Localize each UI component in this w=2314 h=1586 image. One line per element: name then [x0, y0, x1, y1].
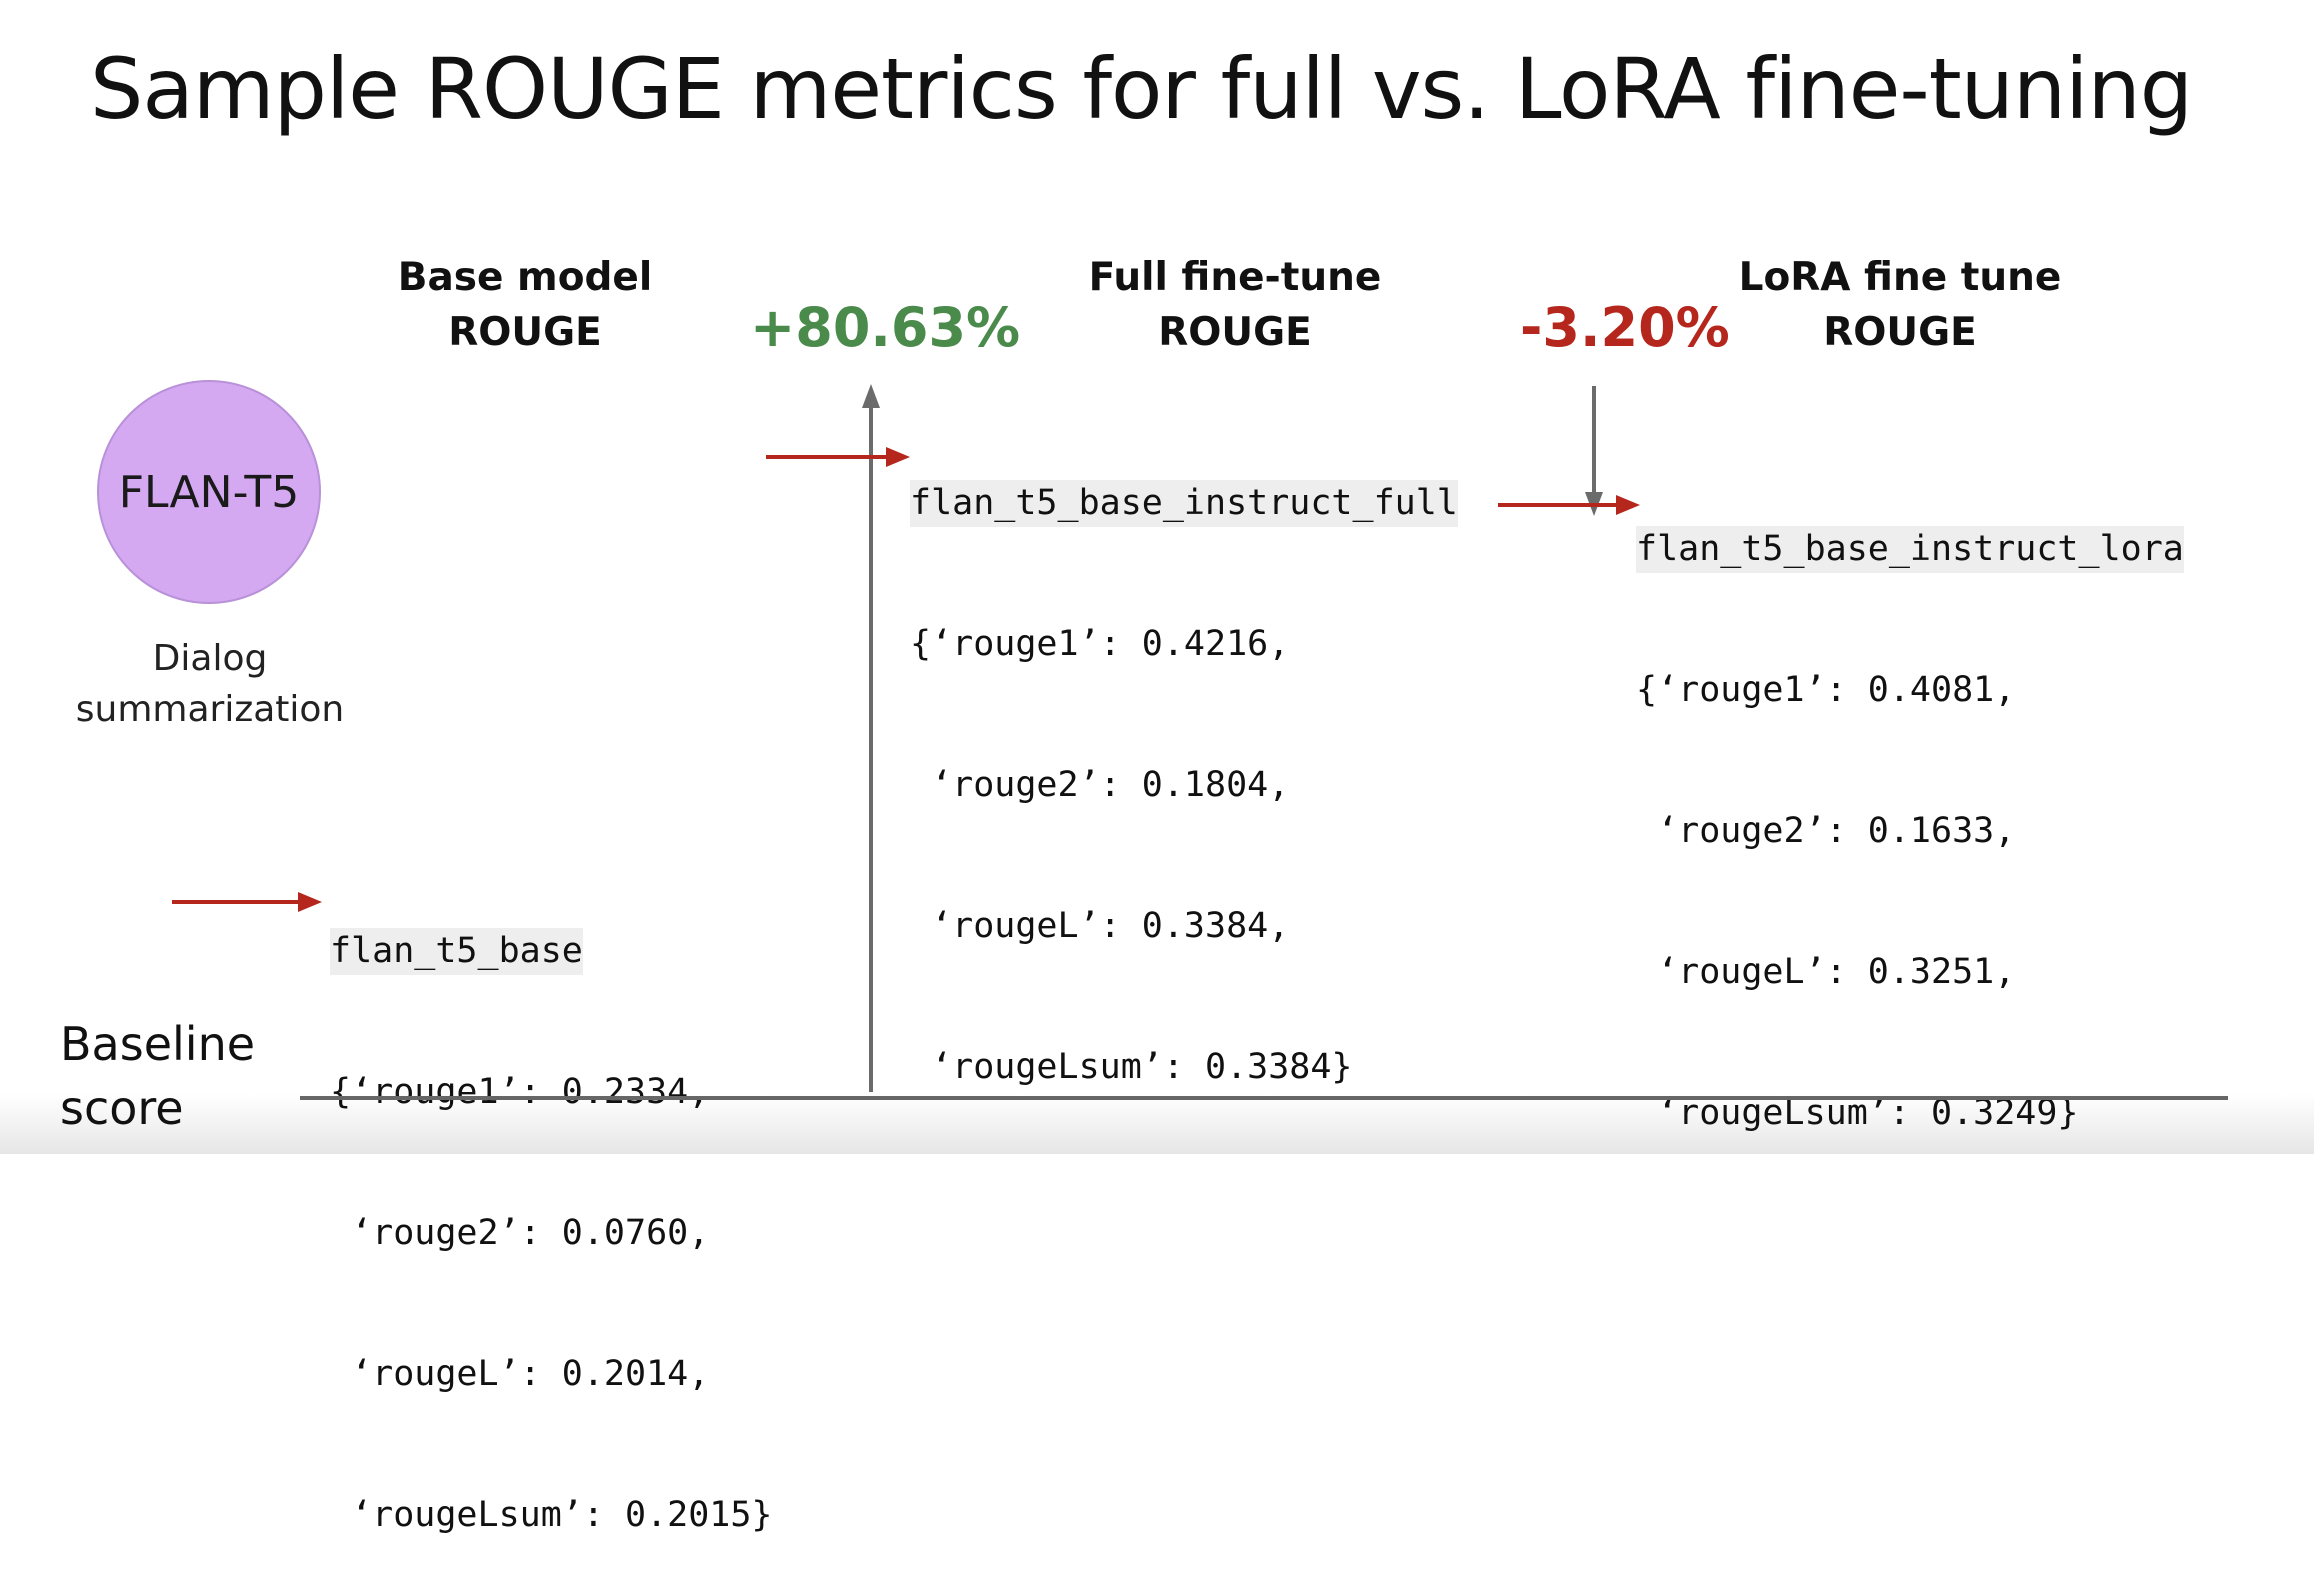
model-caption-line1: Dialog	[152, 638, 268, 679]
lora-rouge1-line: {‘rouge1’: 0.4081,	[1636, 670, 2016, 710]
full-finetune-metrics-block: flan_t5_base_instruct_full {‘rouge1’: 0.…	[910, 386, 1458, 1138]
lora-finetune-model-name: flan_t5_base_instruct_lora	[1636, 526, 2184, 573]
bottom-shade	[0, 1094, 2314, 1154]
baseline-score-label: Baseline score	[60, 1012, 255, 1140]
full-rouge2-line: ‘rouge2’: 0.1804,	[910, 765, 1290, 805]
lora-finetune-change: -3.20%	[1520, 296, 1730, 359]
full-rougeLsum-line: ‘rougeLsum’: 0.3384}	[910, 1047, 1353, 1087]
base-model-name: flan_t5_base	[330, 928, 583, 975]
flan-t5-model-circle: FLAN-T5	[97, 380, 321, 604]
lora-finetune-header-line1: LoRA fine tune	[1738, 255, 2062, 300]
improvement-arrow-head	[862, 384, 880, 408]
base-model-header-line1: Base model	[397, 255, 653, 300]
base-model-header: Base model ROUGE	[370, 250, 680, 360]
slide-title: Sample ROUGE metrics for full vs. LoRA f…	[90, 40, 2193, 138]
base-model-header-line2: ROUGE	[448, 310, 602, 355]
full-finetune-header: Full fine-tune ROUGE	[1060, 250, 1410, 360]
baseline-label-line1: Baseline	[60, 1017, 256, 1071]
diagram-lines	[172, 384, 2228, 1100]
full-rouge1-line: {‘rouge1’: 0.4216,	[910, 624, 1290, 664]
full-rougeL-line: ‘rougeL’: 0.3384,	[910, 906, 1290, 946]
full-finetune-header-line2: ROUGE	[1158, 310, 1312, 355]
model-caption: Dialog summarization	[40, 633, 380, 735]
full-finetune-change: +80.63%	[750, 296, 1021, 359]
model-name: FLAN-T5	[118, 466, 300, 518]
base-pointer-arrow-head	[298, 892, 322, 912]
lora-rougeL-line: ‘rougeL’: 0.3251,	[1636, 952, 2016, 992]
base-rougeLsum-line: ‘rougeLsum’: 0.2015}	[330, 1495, 773, 1535]
baseline-label-line2: score	[60, 1081, 184, 1135]
base-rougeL-line: ‘rougeL’: 0.2014,	[330, 1354, 710, 1394]
model-caption-line2: summarization	[75, 689, 345, 730]
lora-finetune-header: LoRA fine tune ROUGE	[1710, 250, 2090, 360]
base-rouge1-line: {‘rouge1’: 0.2334,	[330, 1072, 710, 1112]
lora-pointer-arrow-head	[1616, 495, 1640, 515]
lora-rouge2-line: ‘rouge2’: 0.1633,	[1636, 811, 2016, 851]
full-finetune-header-line1: Full fine-tune	[1088, 255, 1382, 300]
full-pointer-arrow-head	[886, 447, 910, 467]
base-rouge2-line: ‘rouge2’: 0.0760,	[330, 1213, 710, 1253]
full-finetune-model-name: flan_t5_base_instruct_full	[910, 480, 1458, 527]
lora-finetune-header-line2: ROUGE	[1823, 310, 1977, 355]
